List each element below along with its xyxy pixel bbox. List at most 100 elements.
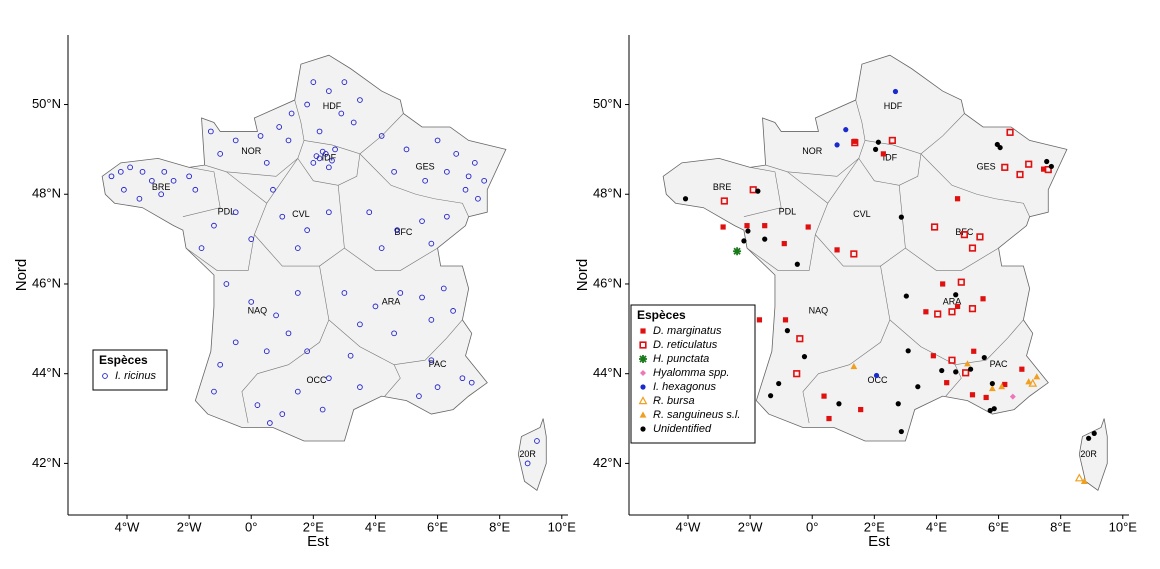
x-tick-label: 2°E <box>864 519 885 534</box>
marker <box>640 370 646 376</box>
region-label: GES <box>977 162 996 172</box>
marker <box>756 317 763 323</box>
region-border <box>827 158 860 204</box>
marker <box>1074 473 1084 482</box>
marker <box>858 406 864 413</box>
marker <box>850 250 858 258</box>
region-border <box>920 113 965 155</box>
marker <box>161 168 168 175</box>
marker <box>953 369 959 375</box>
marker <box>821 393 827 399</box>
marker <box>468 379 475 386</box>
marker <box>232 339 239 346</box>
marker <box>976 233 984 241</box>
marker <box>350 119 357 126</box>
marker <box>434 384 441 390</box>
marker <box>873 372 880 379</box>
marker <box>279 213 286 220</box>
marker <box>794 261 800 267</box>
legend-box <box>92 349 168 391</box>
marker <box>880 151 886 157</box>
marker <box>939 367 945 374</box>
region-border <box>344 247 438 271</box>
marker <box>428 317 435 323</box>
region-label: OCC <box>867 375 888 385</box>
marker <box>294 245 301 251</box>
marker <box>895 401 901 407</box>
marker <box>232 209 239 216</box>
marker <box>1091 430 1097 436</box>
marker <box>805 224 811 230</box>
marker <box>834 142 840 148</box>
region-border <box>858 140 922 186</box>
region-border <box>746 171 829 271</box>
marker <box>872 146 879 152</box>
marker <box>968 366 974 372</box>
marker <box>1006 128 1014 136</box>
marker <box>903 293 909 299</box>
region-border <box>743 167 782 217</box>
marker <box>741 238 747 244</box>
legend-label: R. bursa <box>653 395 695 407</box>
marker <box>186 173 192 180</box>
marker <box>639 411 647 418</box>
marker <box>465 173 472 180</box>
marker <box>968 305 977 313</box>
marker <box>310 79 317 85</box>
marker <box>326 164 332 171</box>
marker <box>419 218 425 225</box>
region-label: CVL <box>853 209 871 219</box>
y-tick-label: 50°N <box>593 96 622 111</box>
marker <box>357 384 363 390</box>
region-label: BRE <box>713 182 732 192</box>
marker <box>319 148 326 155</box>
legend-label: I. hexagonus <box>653 381 716 393</box>
marker <box>372 303 379 310</box>
marker <box>326 375 332 382</box>
marker <box>1044 165 1052 174</box>
marker <box>997 144 1003 151</box>
marker <box>744 223 750 229</box>
marker <box>776 380 782 387</box>
marker <box>428 240 435 247</box>
region-border <box>394 319 463 366</box>
x-tick-label: 10°E <box>1109 519 1138 534</box>
legend-label: R. sanguineus s.l. <box>653 409 740 421</box>
marker <box>117 168 124 175</box>
marker <box>170 177 177 184</box>
marker <box>898 214 904 220</box>
marker <box>733 247 742 256</box>
marker <box>397 290 404 296</box>
legend-label: D. reticulatus <box>653 339 718 351</box>
marker <box>944 380 950 386</box>
marker <box>1019 366 1025 372</box>
region-label: HDF <box>323 101 342 111</box>
region-label: PAC <box>429 359 447 369</box>
x-tick-label: 4°E <box>926 519 947 534</box>
legend-box <box>630 304 756 444</box>
legend-title: Espèces <box>99 353 148 367</box>
marker <box>158 191 165 198</box>
marker <box>444 213 450 220</box>
marker <box>217 361 224 368</box>
marker <box>481 177 487 184</box>
legend-label: Unidentified <box>653 423 712 435</box>
marker <box>127 164 133 171</box>
marker <box>108 173 115 180</box>
marker <box>263 160 270 166</box>
marker <box>270 186 276 193</box>
marker <box>898 428 904 435</box>
marker <box>892 88 899 95</box>
marker <box>784 328 790 334</box>
marker <box>263 348 270 355</box>
marker <box>450 308 456 314</box>
marker <box>930 223 939 231</box>
marker <box>192 186 199 193</box>
marker <box>923 309 929 315</box>
region-label: OCC <box>306 375 327 385</box>
marker <box>991 406 997 412</box>
legend-label: Hyalomma spp. <box>653 367 729 379</box>
marker <box>781 240 787 247</box>
